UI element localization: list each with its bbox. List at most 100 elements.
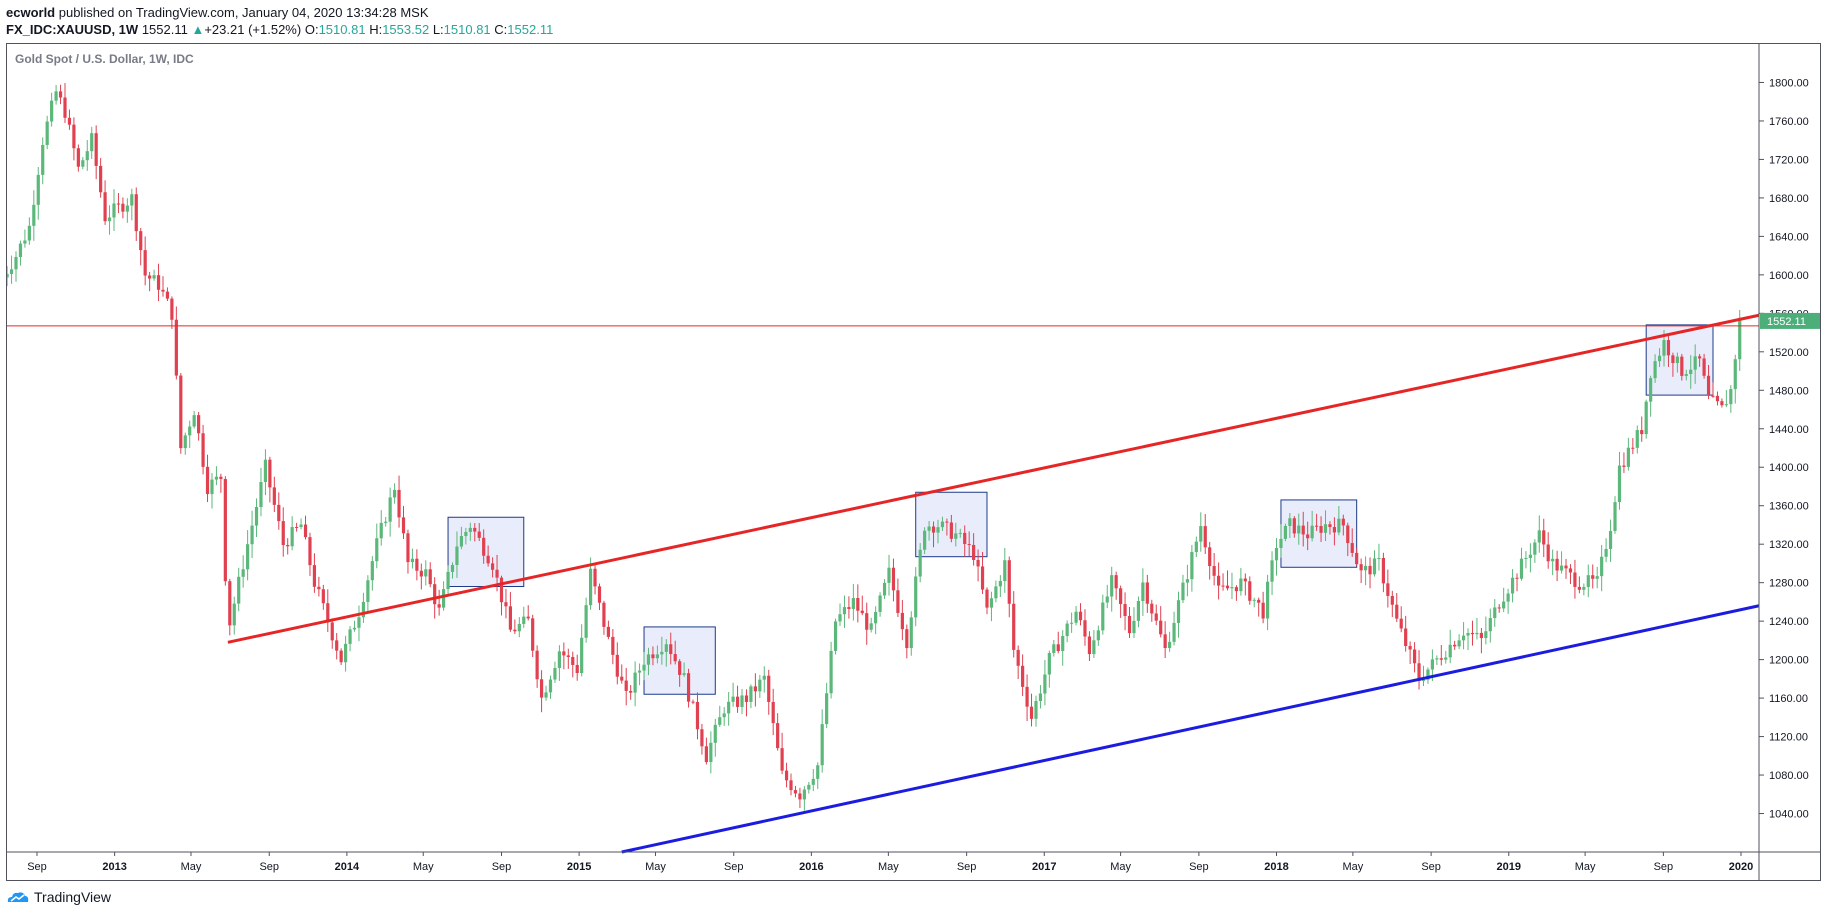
candle-down: [1012, 603, 1016, 650]
candle-down: [985, 589, 989, 608]
candle-down: [58, 91, 63, 98]
candle-down: [575, 664, 579, 674]
candle-down: [1328, 524, 1332, 528]
axes-layer: Gold Spot / U.S. Dollar, 1W, IDC 1040.00 1…: [7, 44, 1820, 880]
candle-up: [263, 459, 268, 483]
candle-up: [1600, 556, 1604, 577]
candle-up: [1252, 599, 1256, 601]
x-tick-label: 2015: [567, 861, 591, 873]
candle-up: [1190, 552, 1194, 580]
candle-down: [1025, 686, 1029, 707]
y-tick-label: 1040.00: [1769, 809, 1809, 821]
candle-up: [1168, 641, 1172, 649]
candle-down: [116, 203, 121, 205]
candle-up: [1475, 632, 1479, 635]
candle-up: [232, 603, 236, 626]
publish-line: ecworld published on TradingView.com, Ja…: [6, 4, 553, 21]
chart-frame[interactable]: Gold Spot / U.S. Dollar, 1W, IDC 1040.00 1…: [6, 43, 1821, 881]
candle-down: [473, 527, 477, 532]
candle-down: [1350, 543, 1354, 553]
candle-up: [1528, 554, 1532, 558]
price-chart[interactable]: Gold Spot / U.S. Dollar, 1W, IDC 1040.00 1…: [7, 44, 1820, 880]
candle-down: [477, 531, 481, 538]
candle-down: [308, 537, 312, 566]
candle-down: [1154, 613, 1158, 621]
candle-down: [704, 746, 708, 763]
candle-down: [593, 568, 597, 587]
candle-up: [1493, 607, 1497, 619]
candle-down: [433, 584, 437, 605]
candle-up: [27, 225, 31, 241]
candle-up: [1265, 581, 1270, 619]
candle-up: [1052, 644, 1056, 653]
y-tick-label: 1280.00: [1769, 578, 1809, 590]
candle-up: [713, 724, 717, 743]
candle-down: [1720, 401, 1724, 406]
candle-up: [1172, 622, 1176, 642]
candle-down: [1390, 595, 1394, 605]
candle-down: [156, 275, 161, 290]
candle-down: [272, 487, 276, 505]
candle-down: [1408, 646, 1412, 650]
change-arrow-icon: ▲: [191, 22, 205, 37]
candle-up: [869, 623, 873, 630]
candle-down: [1029, 706, 1034, 719]
candle-down: [1564, 565, 1568, 569]
candle-down: [1301, 525, 1305, 535]
candle-up: [250, 525, 254, 545]
candle-up: [1426, 669, 1430, 680]
tradingview-brand[interactable]: TradingView: [34, 889, 112, 905]
tradingview-cloud-icon[interactable]: [6, 890, 30, 904]
candle-down: [1417, 663, 1421, 681]
candle-down: [1715, 395, 1720, 402]
x-tick-label: May: [1110, 861, 1131, 873]
author-name[interactable]: ecworld: [6, 5, 56, 20]
candle-down: [397, 489, 401, 518]
candle-down: [1257, 599, 1261, 603]
candle-up: [1484, 631, 1488, 639]
candle-up: [954, 533, 958, 539]
candle-down: [1234, 587, 1239, 592]
candle-down: [562, 651, 566, 656]
candle-down: [326, 603, 330, 623]
candle-up: [927, 526, 931, 531]
candle-up: [1586, 575, 1590, 587]
y-tick-label: 1680.00: [1769, 193, 1809, 205]
candle-down: [624, 680, 628, 691]
candle-down: [1248, 581, 1252, 601]
candle-up: [1644, 401, 1648, 435]
candle-up: [450, 564, 455, 572]
candle-up: [1363, 565, 1368, 571]
candle-up: [802, 789, 806, 800]
candle-up: [348, 629, 352, 644]
candle-down: [1306, 534, 1310, 539]
candle-up: [1693, 356, 1697, 370]
candle-down: [513, 629, 517, 632]
candle-up: [468, 527, 472, 532]
candle-up: [682, 673, 686, 675]
candle-up: [1038, 693, 1043, 702]
current-price-label: 1552.11: [1767, 316, 1806, 328]
candle-up: [522, 616, 526, 624]
candle-down: [735, 696, 740, 707]
candle-down: [1577, 586, 1581, 590]
candle-up: [9, 269, 14, 274]
candle-up: [1377, 557, 1381, 559]
candle-up: [366, 580, 370, 602]
candle-down: [1711, 395, 1715, 397]
candle-down: [490, 563, 495, 570]
candle-up: [1288, 518, 1292, 526]
candle-up: [188, 426, 192, 436]
candle-down: [980, 566, 985, 590]
candle-up: [464, 531, 468, 537]
candle-down: [793, 790, 798, 794]
candle-up: [7, 273, 9, 278]
candle-down: [771, 701, 775, 724]
candle-up: [833, 621, 838, 651]
candle-down: [72, 124, 76, 149]
candle-down: [495, 569, 499, 578]
candle-down: [891, 567, 896, 591]
candle-down: [103, 192, 107, 222]
candle-down: [401, 517, 406, 534]
candle-down: [1497, 607, 1501, 609]
